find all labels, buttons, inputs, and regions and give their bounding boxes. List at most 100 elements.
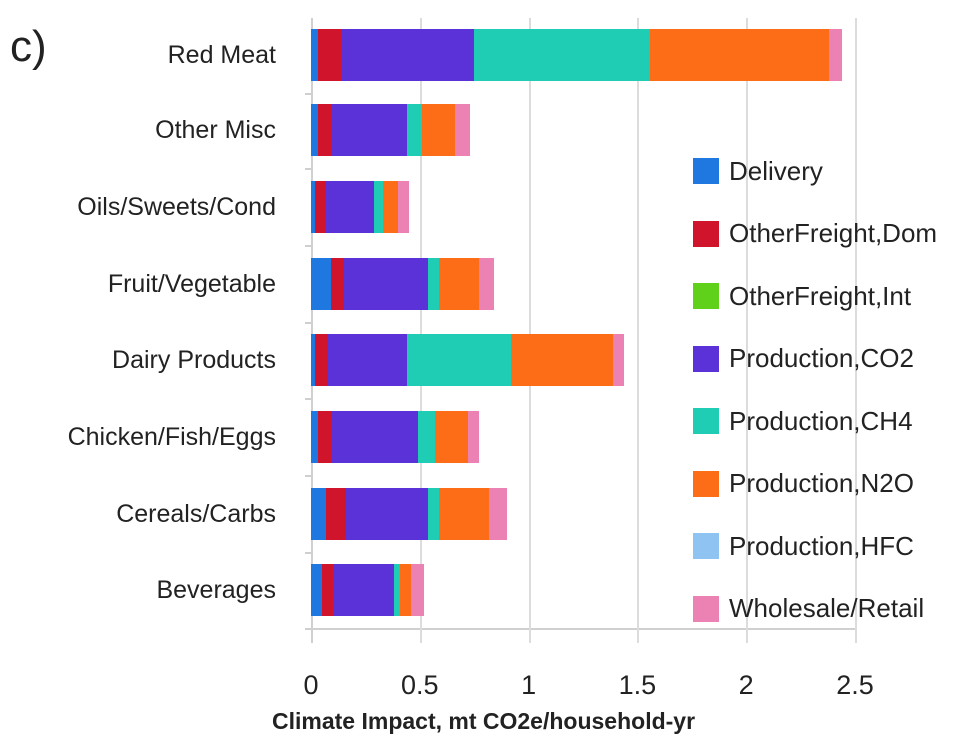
bar-segment <box>317 411 331 463</box>
y-tick <box>305 322 311 324</box>
legend-label: Delivery <box>729 155 823 186</box>
bar-fruit-vegetable <box>311 258 494 310</box>
bar-segment <box>406 104 422 156</box>
bar-segment <box>315 334 329 386</box>
bar-segment <box>474 29 651 81</box>
bar-segment <box>311 564 322 616</box>
x-tick-label: 2 <box>738 670 754 700</box>
bar-segment <box>311 488 327 540</box>
bar-segment <box>332 564 394 616</box>
y-tick <box>305 475 311 477</box>
bar-other-misc <box>311 104 470 156</box>
legend-swatch-icon <box>693 345 719 372</box>
legend-swatch-icon <box>693 283 719 310</box>
gridline <box>746 18 749 643</box>
x-axis-label: Climate Impact, mt CO2e/household-yr <box>272 708 696 734</box>
bar-segment <box>439 258 479 310</box>
bar-segment <box>417 411 435 463</box>
bar-segment <box>317 104 331 156</box>
legend-item: OtherFreight,Dom <box>693 203 937 266</box>
panel-label: c) <box>10 22 47 71</box>
y-tick <box>305 93 311 95</box>
bar-segment <box>428 488 440 540</box>
bar-segment <box>330 104 407 156</box>
category-label: Oils/Sweets/Cond <box>77 193 276 221</box>
x-tick-label: 2.5 <box>836 670 874 700</box>
legend-swatch-icon <box>693 595 719 622</box>
x-tick-label: 1 <box>521 670 537 700</box>
legend-label: Production,HFC <box>729 530 914 561</box>
y-tick <box>305 552 311 554</box>
bar-segment <box>328 334 407 386</box>
bar-beverages <box>311 564 425 616</box>
legend-label: Production,CO2 <box>729 343 914 374</box>
gridline <box>419 18 422 643</box>
legend-item: Delivery <box>693 140 937 203</box>
bar-segment <box>326 181 375 233</box>
bar-segment <box>311 411 318 463</box>
y-tick <box>305 245 311 247</box>
gridline <box>528 18 531 643</box>
bar-oils-sweets-cond <box>311 181 409 233</box>
category-label: Other Misc <box>155 116 276 144</box>
bar-segment <box>341 29 475 81</box>
category-label: Beverages <box>156 576 276 604</box>
bar-segment <box>321 564 333 616</box>
bar-segment <box>478 258 494 310</box>
bar-segment <box>311 258 331 310</box>
y-axis-line <box>311 18 313 643</box>
gridline <box>855 18 857 643</box>
bar-segment <box>489 488 507 540</box>
legend-label: OtherFreight,Dom <box>729 218 938 249</box>
bar-segment <box>421 104 455 156</box>
bar-dairy-products <box>311 334 625 386</box>
bar-segment <box>343 258 429 310</box>
bar-segment <box>393 564 401 616</box>
legend-item: OtherFreight,Int <box>693 265 937 328</box>
category-label: Cereals/Carbs <box>116 500 276 528</box>
bar-segment <box>315 181 327 233</box>
category-label: Fruit/Vegetable <box>107 270 276 298</box>
legend-item: Production,CH4 <box>693 390 937 453</box>
legend: Delivery OtherFreight,Dom OtherFreight,Int… <box>693 140 937 640</box>
bar-segment <box>374 181 383 233</box>
legend-item: Wholesale/Retail <box>693 578 937 641</box>
legend-item: Production,N2O <box>693 453 937 516</box>
x-tick-label: 1.5 <box>618 670 657 700</box>
legend-swatch-icon <box>693 408 719 435</box>
legend-swatch-icon <box>693 470 719 497</box>
legend-swatch-icon <box>693 220 719 247</box>
y-tick <box>305 168 311 170</box>
bar-segment <box>613 334 625 386</box>
plot-area <box>305 18 871 643</box>
category-label: Chicken/Fish/Eggs <box>67 423 276 451</box>
bar-segment <box>511 334 614 386</box>
bar-cereals-carbs <box>311 488 507 540</box>
legend-swatch-icon <box>693 158 719 185</box>
legend-label: Wholesale/Retail <box>729 593 925 624</box>
category-label: Red Meat <box>167 41 276 69</box>
bar-segment <box>326 488 346 540</box>
bar-segment <box>650 29 829 81</box>
bar-segment <box>311 334 316 386</box>
bar-segment <box>411 564 425 616</box>
bar-segment <box>330 258 344 310</box>
x-tick-label: 0.5 <box>401 670 439 700</box>
bar-segment <box>311 181 316 233</box>
category-label: Dairy Products <box>112 346 276 374</box>
bar-chicken-fish-eggs <box>311 411 479 463</box>
y-tick <box>305 628 311 630</box>
legend-item: Production,HFC <box>693 515 937 578</box>
bar-segment <box>330 411 418 463</box>
bar-segment <box>400 564 412 616</box>
bar-segment <box>406 334 512 386</box>
bar-segment <box>382 181 398 233</box>
legend-item: Production,CO2 <box>693 328 937 391</box>
bar-segment <box>345 488 429 540</box>
bar-segment <box>828 29 842 81</box>
bar-segment <box>398 181 409 233</box>
x-axis-line <box>311 628 857 630</box>
bar-segment <box>439 488 490 540</box>
bar-segment <box>435 411 468 463</box>
bar-segment <box>311 104 318 156</box>
